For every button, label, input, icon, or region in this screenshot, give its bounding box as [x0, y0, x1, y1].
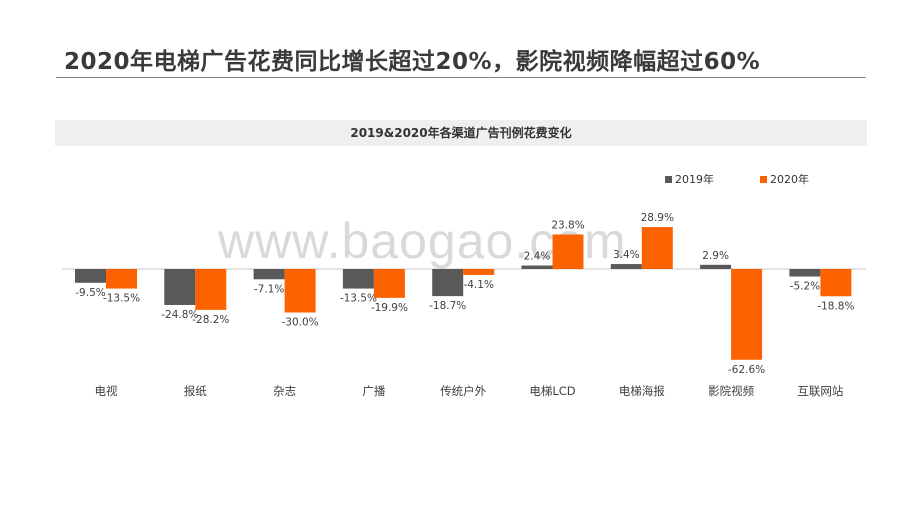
data-label-2019年-影院视频: 2.9%	[702, 250, 729, 262]
bar-2020年-杂志	[284, 269, 316, 313]
legend-label-2020: 2020年	[770, 173, 809, 186]
bar-2020年-传统户外	[463, 269, 495, 275]
bar-2019年-电梯海报	[610, 264, 642, 269]
data-label-2020年-广播: -19.9%	[371, 302, 408, 314]
data-label-2019年-电视: -9.5%	[75, 287, 105, 299]
headline-divider	[56, 77, 866, 78]
data-label-2020年-电视: -13.5%	[103, 293, 140, 305]
bar-2020年-互联网站	[820, 269, 852, 297]
data-label-2019年-电梯LCD: 2.4%	[524, 251, 551, 263]
x-tick-label: 电视	[95, 384, 118, 398]
page-headline: 2020年电梯广告花费同比增长超过20%，影院视频降幅超过60%	[64, 49, 761, 75]
data-label-2019年-报纸: -24.8%	[161, 309, 198, 321]
x-tick-label: 互联网站	[797, 384, 843, 398]
bar-2019年-电视	[75, 269, 106, 283]
data-label-2020年-互联网站: -18.8%	[817, 300, 854, 312]
x-tick-label: 电梯LCD	[529, 384, 575, 398]
bar-2019年-互联网站	[789, 269, 821, 277]
bar-2020年-报纸	[195, 269, 227, 310]
x-tick-label: 传统户外	[440, 384, 486, 398]
bar-2019年-影院视频	[700, 264, 732, 269]
chart-title: 2019&2020年各渠道广告刊例花费变化	[350, 126, 572, 140]
data-label-2019年-杂志: -7.1%	[254, 283, 284, 295]
data-label-2020年-传统户外: -4.1%	[463, 279, 493, 291]
data-label-2020年-电梯LCD: 23.8%	[551, 219, 584, 231]
data-label-2020年-电梯海报: 28.9%	[641, 212, 674, 224]
data-label-2019年-广播: -13.5%	[340, 293, 377, 305]
bar-2019年-报纸	[164, 269, 196, 305]
bar-2019年-广播	[342, 269, 374, 289]
bar-2020年-电梯LCD	[552, 234, 584, 269]
x-tick-label: 报纸	[184, 384, 207, 398]
legend-label-2019: 2019年	[675, 173, 714, 186]
legend-swatch-2019	[665, 175, 672, 183]
bar-2019年-电梯LCD	[521, 265, 553, 269]
legend-swatch-2020	[760, 175, 767, 183]
chart-title-bar: 2019&2020年各渠道广告刊例花费变化	[55, 120, 867, 146]
x-tick-label: 影院视频	[708, 384, 754, 398]
data-label-2020年-报纸: -28.2%	[192, 314, 229, 326]
data-label-2019年-传统户外: -18.7%	[429, 300, 466, 312]
bar-2020年-广播	[373, 269, 405, 298]
legend-item-2020: 2020年	[760, 171, 809, 187]
x-tick-label: 杂志	[273, 384, 296, 398]
x-tick-label: 广播	[362, 384, 385, 398]
data-label-2019年-互联网站: -5.2%	[790, 281, 820, 293]
legend-item-2019: 2019年	[665, 171, 714, 187]
bar-2020年-电梯海报	[641, 227, 673, 269]
bar-2019年-杂志	[253, 269, 285, 280]
x-tick-label: 电梯海报	[619, 384, 665, 398]
data-label-2020年-杂志: -30.0%	[282, 317, 319, 329]
bar-2019年-传统户外	[432, 269, 464, 297]
data-label-2019年-电梯海报: 3.4%	[613, 249, 640, 261]
bar-2020年-影院视频	[731, 269, 763, 360]
bar-2020年-电视	[106, 269, 137, 289]
data-label-2020年-影院视频: -62.6%	[728, 364, 765, 376]
